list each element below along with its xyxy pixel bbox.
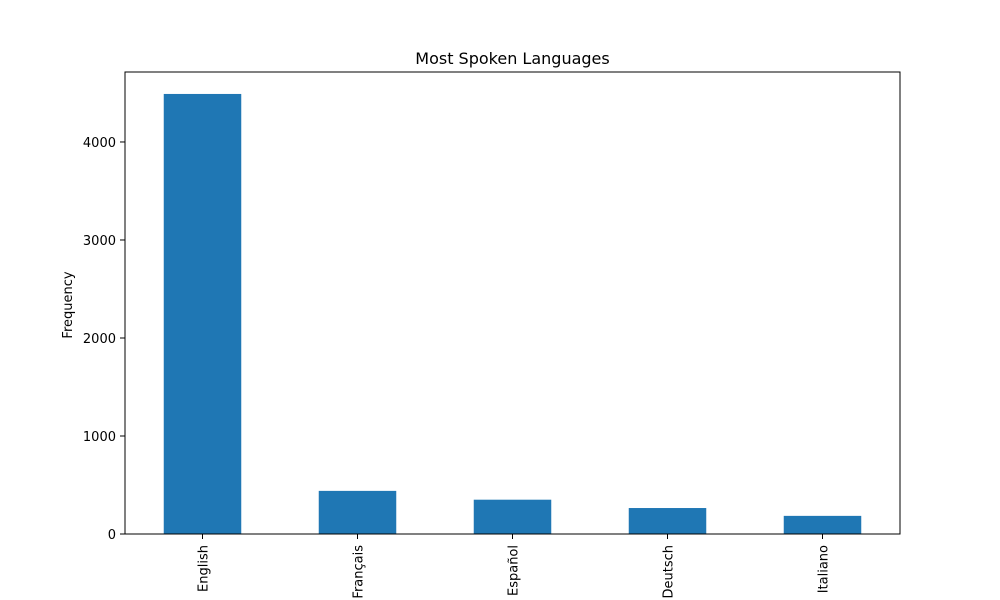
x-tick-label-4: Italiano bbox=[817, 545, 832, 593]
x-tick-label-3: Deutsch bbox=[662, 545, 677, 599]
bar-4 bbox=[783, 515, 862, 534]
bars-group bbox=[163, 93, 862, 534]
y-tick-label-4: 4000 bbox=[83, 136, 116, 151]
y-axis-ticks: 0 1000 2000 3000 4000 bbox=[83, 136, 125, 543]
y-tick-label-2: 2000 bbox=[83, 332, 116, 347]
y-tick-label-1: 1000 bbox=[83, 430, 116, 445]
y-tick-label-0: 0 bbox=[108, 528, 116, 543]
bar-2 bbox=[473, 499, 552, 534]
bar-1 bbox=[318, 490, 397, 534]
x-axis-ticks: English Français Español Deutsch Italiano bbox=[197, 534, 832, 599]
x-tick-label-1: Français bbox=[352, 545, 367, 599]
x-tick-label-2: Español bbox=[507, 545, 522, 596]
plot-frame bbox=[124, 71, 901, 535]
y-tick-label-3: 3000 bbox=[83, 234, 116, 249]
y-axis-label: Frequency bbox=[61, 271, 76, 338]
chart-title: Most Spoken Languages bbox=[415, 49, 609, 68]
bar-0 bbox=[163, 93, 242, 534]
x-tick-label-0: English bbox=[197, 545, 212, 592]
bar-3 bbox=[628, 508, 707, 534]
